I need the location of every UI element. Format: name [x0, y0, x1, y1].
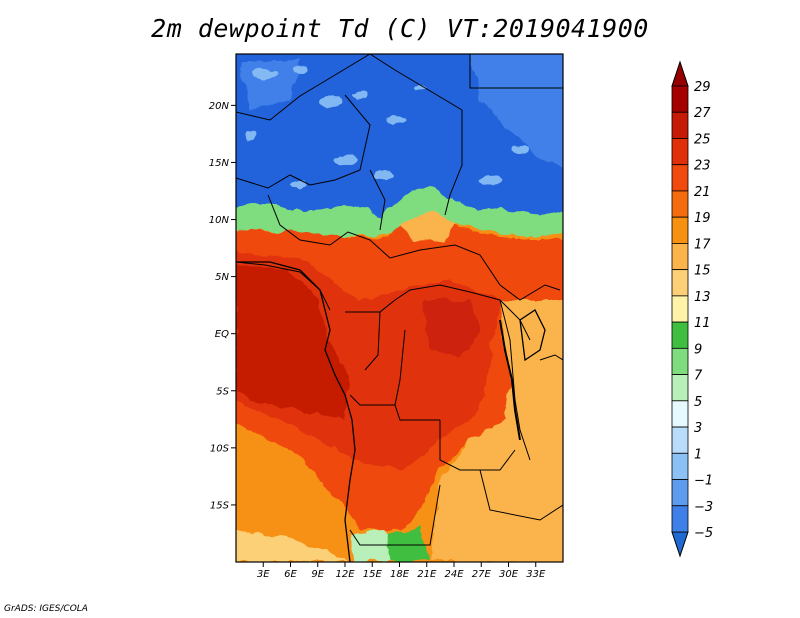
colorbar-swatch — [671, 216, 689, 244]
longitude-ticks: 3E 6E 9E 12E 15E 18E 21E 24E 27E 30E 33E — [257, 562, 546, 580]
colorbar-swatch — [671, 374, 689, 402]
lon-tick-label: 18E — [390, 569, 410, 580]
colorbar-swatch — [671, 111, 689, 139]
colorbar-swatch — [671, 426, 689, 454]
lat-tick-label: 10N — [209, 215, 230, 226]
lat-tick-label: 15N — [209, 158, 230, 169]
colorbar-swatch — [671, 505, 689, 533]
lon-tick-label: 21E — [417, 569, 437, 580]
coastline — [236, 261, 546, 562]
lon-tick-label: 27E — [472, 569, 492, 580]
colorbar-label: −1 — [694, 474, 713, 489]
lon-tick-label: 12E — [335, 569, 355, 580]
colorbar-label: 19 — [694, 211, 711, 226]
colorbar-label: 21 — [694, 185, 711, 200]
colorbar-label: 17 — [694, 237, 711, 252]
colorbar-label: 27 — [694, 106, 711, 121]
colorbar: 29 27 25 23 21 19 17 15 13 11 9 7 5 3 1 −1 −3 −5 — [671, 60, 713, 558]
colorbar-label: 15 — [694, 264, 711, 279]
colorbar-swatch — [671, 321, 689, 349]
colorbar-swatch — [671, 190, 689, 218]
dewpoint-field — [236, 54, 563, 562]
colorbar-swatch — [671, 243, 689, 271]
colorbar-swatch — [671, 479, 689, 507]
colorbar-swatch — [671, 452, 689, 480]
colorbar-label: 13 — [694, 290, 711, 305]
colorbar-swatch — [671, 269, 689, 297]
lat-tick-label: EQ — [215, 329, 229, 340]
colorbar-swatch — [671, 400, 689, 428]
lon-tick-label: 24E — [444, 569, 464, 580]
colorbar-swatch — [671, 347, 689, 375]
colorbar-bottom-arrow — [671, 531, 689, 558]
colorbar-label: 1 — [694, 447, 702, 462]
lon-tick-label: 33E — [526, 569, 546, 580]
lat-tick-label: 20N — [209, 101, 230, 112]
colorbar-swatch — [671, 85, 689, 113]
lon-tick-label: 15E — [363, 569, 383, 580]
colorbar-label: 25 — [694, 132, 711, 147]
grads-credit: GrADS: IGES/COLA — [4, 604, 88, 614]
country-borders — [236, 54, 563, 546]
colorbar-label: −5 — [694, 526, 713, 541]
lon-tick-label: 3E — [257, 569, 270, 580]
lon-tick-label: 9E — [311, 569, 324, 580]
colorbar-label: 5 — [694, 395, 702, 410]
colorbar-swatch — [671, 295, 689, 323]
lat-tick-label: 15S — [210, 500, 230, 511]
colorbar-label: 29 — [694, 80, 711, 95]
colorbar-label: 11 — [694, 316, 711, 331]
lon-tick-label: 6E — [284, 569, 297, 580]
colorbar-swatch — [671, 164, 689, 192]
colorbar-label: 3 — [694, 421, 702, 436]
lat-tick-label: 5N — [215, 272, 229, 283]
colorbar-swatch — [671, 138, 689, 166]
lat-tick-label: 5S — [216, 386, 229, 397]
colorbar-label: 7 — [694, 369, 703, 384]
colorbar-top-arrow — [671, 60, 689, 87]
lon-tick-label: 30E — [499, 569, 519, 580]
colorbar-label: 23 — [694, 159, 711, 174]
colorbar-label: −3 — [694, 500, 713, 515]
latitude-ticks: 20N 15N 10N 5N EQ 5S 10S 15S — [209, 101, 236, 511]
colorbar-label: 9 — [694, 342, 702, 357]
lat-tick-label: 10S — [210, 443, 230, 454]
chart-title: 2m dewpoint Td (C) VT:2019041900 — [151, 14, 649, 43]
